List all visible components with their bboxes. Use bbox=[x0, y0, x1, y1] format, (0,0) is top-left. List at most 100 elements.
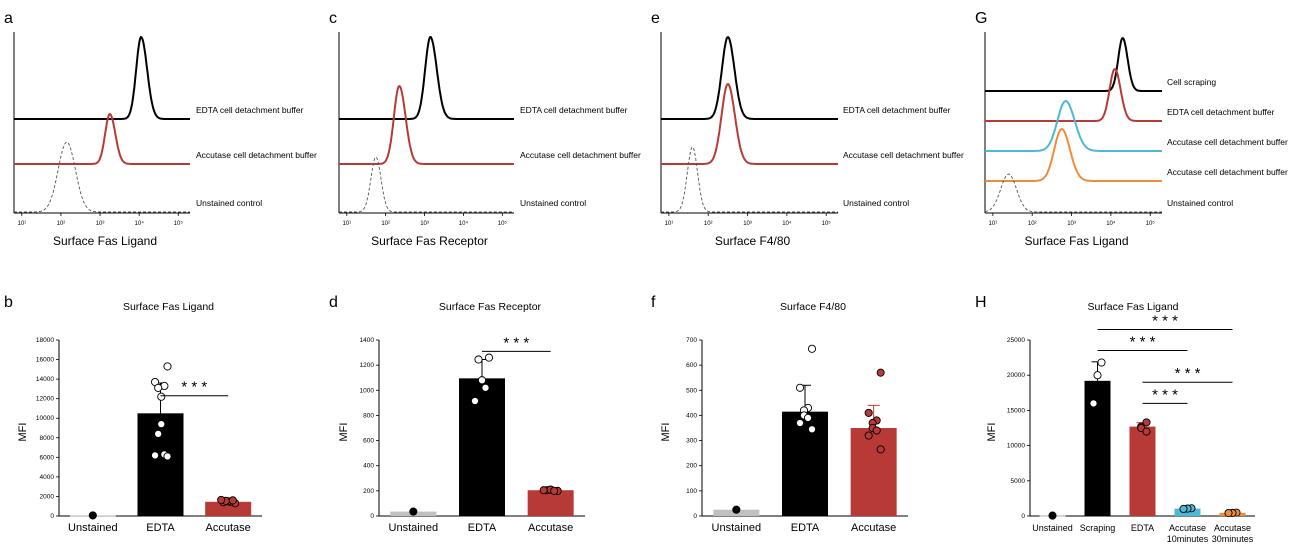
category-label: Accutase bbox=[206, 522, 251, 534]
y-tick-label: 0 bbox=[50, 513, 54, 520]
series-label: EDTA cell detachment buffer bbox=[1167, 107, 1275, 117]
y-tick-label: 400 bbox=[686, 412, 697, 419]
category-label: Accutase 10minutes bbox=[1167, 523, 1209, 544]
histogram-curve-cyan bbox=[985, 99, 1162, 152]
category-label-line: Accutase bbox=[1169, 523, 1206, 533]
x-tick-label: 10¹ bbox=[17, 221, 26, 227]
category-label: Unstained bbox=[68, 522, 118, 534]
y-tick-label: 25000 bbox=[1007, 337, 1025, 344]
y-tick-label: 0 bbox=[693, 513, 697, 520]
data-point bbox=[163, 362, 172, 371]
category-label: Unstained bbox=[1032, 523, 1073, 533]
x-tick-label: 10⁵ bbox=[1146, 220, 1156, 227]
data-point bbox=[864, 431, 873, 440]
x-axis-label: Surface F4/80 bbox=[715, 234, 791, 248]
y-axis-label: MFI bbox=[660, 423, 672, 442]
panel-label: G bbox=[975, 10, 987, 27]
data-point bbox=[88, 511, 97, 520]
data-point bbox=[470, 396, 480, 406]
histogram-curve-gray bbox=[14, 141, 190, 213]
x-tick-label: 10³ bbox=[96, 221, 105, 227]
series-label: Unstained control bbox=[843, 198, 909, 208]
data-point bbox=[795, 383, 805, 392]
category-label: EDTA bbox=[468, 522, 497, 534]
category-label: Unstained bbox=[389, 522, 439, 534]
bar-2 bbox=[527, 490, 574, 516]
bar-1 bbox=[782, 411, 828, 516]
chart-title: Surface Fas Receptor bbox=[439, 301, 542, 313]
panel-label: b bbox=[4, 294, 13, 311]
x-tick-label: 10¹ bbox=[342, 221, 351, 227]
significance-stars: * * * bbox=[181, 379, 207, 396]
histogram-curve-gray bbox=[984, 173, 1162, 213]
data-point bbox=[157, 420, 166, 429]
data-point bbox=[154, 383, 163, 392]
series-label: EDTA cell detachment buffer bbox=[196, 105, 304, 115]
y-tick-label: 700 bbox=[686, 337, 697, 344]
series-label: Accutase cell detachment buffer bbox=[196, 150, 317, 160]
x-tick-label: 10³ bbox=[1067, 221, 1076, 227]
data-point bbox=[872, 426, 881, 435]
data-point bbox=[795, 418, 805, 428]
category-label: Accutase bbox=[528, 522, 573, 534]
y-tick-label: 6000 bbox=[40, 454, 55, 461]
x-tick-label: 10⁵ bbox=[822, 220, 832, 227]
category-label: Accutase 30minutes bbox=[1212, 523, 1254, 544]
y-axis-label: MFI bbox=[17, 423, 29, 442]
x-tick-label: 10⁴ bbox=[135, 220, 145, 227]
x-tick-label: 10³ bbox=[743, 221, 752, 227]
y-tick-label: 100 bbox=[686, 488, 697, 495]
series-label: EDTA cell detachment buffer bbox=[843, 105, 951, 115]
panel-label: e bbox=[651, 10, 660, 27]
y-tick-label: 400 bbox=[363, 463, 374, 470]
y-axis-label: MFI bbox=[986, 423, 998, 442]
data-point bbox=[409, 507, 418, 516]
histogram-curve-orange bbox=[985, 127, 1162, 182]
histogram-curve-black bbox=[661, 35, 838, 120]
y-tick-label: 20000 bbox=[1007, 372, 1025, 379]
panel-label: c bbox=[329, 10, 337, 27]
category-label-line: 30minutes bbox=[1212, 534, 1254, 544]
series-label: Unstained control bbox=[196, 198, 262, 208]
histogram-curve-black bbox=[14, 35, 190, 120]
data-point bbox=[1048, 511, 1057, 520]
significance-stars: * * * bbox=[1130, 334, 1156, 351]
y-tick-label: 1400 bbox=[360, 337, 375, 344]
x-tick-label: 10⁵ bbox=[174, 220, 184, 227]
bar-1 bbox=[1084, 380, 1111, 516]
x-tick-label: 10¹ bbox=[665, 221, 674, 227]
y-tick-label: 600 bbox=[686, 362, 697, 369]
histogram-curve-gray bbox=[339, 156, 514, 213]
data-point bbox=[539, 486, 548, 495]
x-tick-label: 10⁵ bbox=[498, 220, 508, 227]
data-point bbox=[1089, 399, 1098, 408]
data-point bbox=[481, 383, 490, 392]
y-tick-label: 8000 bbox=[40, 435, 55, 442]
y-tick-label: 18000 bbox=[36, 337, 54, 344]
series-label: Cell scraping bbox=[1167, 77, 1216, 87]
data-point bbox=[876, 445, 885, 454]
significance-stars: * * * bbox=[1175, 365, 1201, 382]
x-tick-label: 10³ bbox=[420, 221, 429, 227]
data-point bbox=[1224, 508, 1233, 518]
data-point bbox=[154, 429, 163, 438]
data-point bbox=[477, 376, 487, 385]
data-point bbox=[474, 355, 483, 364]
x-tick-label: 10¹ bbox=[989, 221, 998, 227]
category-label-line: 10minutes bbox=[1167, 534, 1209, 544]
data-point bbox=[1142, 427, 1151, 436]
data-point bbox=[550, 486, 559, 495]
x-tick-label: 10² bbox=[1028, 221, 1037, 227]
data-point bbox=[732, 505, 741, 514]
y-tick-label: 300 bbox=[686, 438, 697, 445]
series-label: Accutase cell detachment buffer bbox=[843, 150, 964, 160]
y-axis-label: MFI bbox=[338, 423, 350, 442]
y-tick-label: 200 bbox=[686, 463, 697, 470]
panel-label: f bbox=[651, 294, 656, 311]
bar-2 bbox=[205, 501, 252, 516]
data-point bbox=[163, 452, 172, 461]
bar-2 bbox=[1129, 426, 1156, 516]
y-tick-label: 10000 bbox=[36, 415, 54, 422]
data-point bbox=[157, 392, 166, 401]
